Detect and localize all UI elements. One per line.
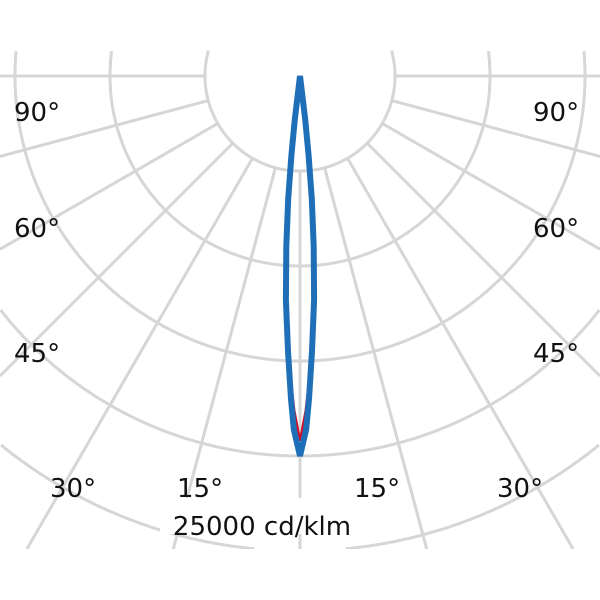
grid-spoke-75 (0, 99, 209, 158)
angle-label-left-45: 45° (14, 339, 60, 369)
grid-spoke-60 (381, 122, 600, 251)
polar-grid (0, 50, 600, 549)
series-curve-blue (282, 75, 318, 457)
angle-label-right-45: 45° (533, 339, 579, 369)
grid-spoke-15 (323, 167, 429, 549)
grid-spoke-30 (346, 157, 575, 549)
grid-spoke-45 (366, 142, 600, 378)
grid-ring-0 (203, 50, 397, 173)
grid-spoke-45 (0, 142, 234, 378)
grid-spoke-60 (0, 122, 219, 251)
angle-label-left-30: 30° (50, 474, 96, 504)
grid-spoke-15 (171, 167, 277, 549)
grid-spoke-75 (391, 99, 600, 158)
angle-label-right-60: 60° (533, 214, 579, 244)
angle-label-right-90: 90° (533, 98, 579, 128)
intensity-curves (282, 75, 318, 457)
angle-label-left-90: 90° (14, 98, 60, 128)
unit-label: 25000 cd/klm (173, 512, 351, 542)
angle-label-right-30: 30° (497, 474, 543, 504)
angle-label-left-60: 60° (14, 214, 60, 244)
label-backdrop (160, 498, 364, 534)
grid-spoke-30 (25, 157, 254, 549)
angle-label-left-15: 15° (177, 474, 223, 504)
grid-ring-4 (345, 443, 600, 549)
angle-label-right-15: 15° (354, 474, 400, 504)
grid-ring-4 (0, 443, 255, 549)
